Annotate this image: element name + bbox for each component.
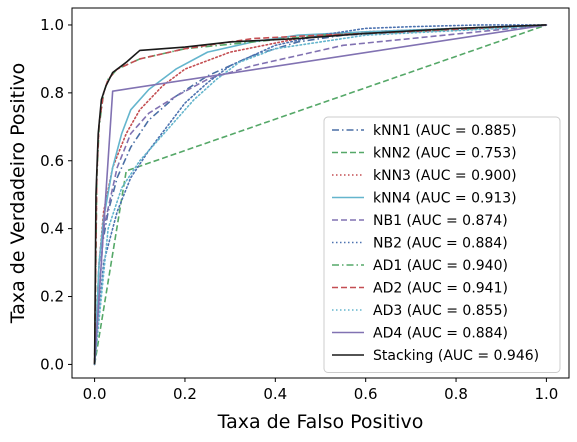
series-line-5 [93,24,547,365]
x-tick-label: 0.8 [444,385,468,403]
y-tick-label: 0.4 [40,220,64,238]
x-tick-label: 0.2 [173,385,197,403]
y-tick-label: 0.8 [40,84,64,102]
legend-label: Stacking (AUC = 0.946) [373,348,539,364]
y-tick-label: 0.2 [40,288,64,306]
y-axis-label: Taxa de Verdadeiro Positivo [7,63,29,324]
legend-label: AD2 (AUC = 0.941) [373,281,508,297]
series-line-11 [93,24,547,365]
y-tick-label: 0.0 [40,355,64,373]
x-tick-label: 0.0 [83,385,107,403]
legend-label: AD4 (AUC = 0.884) [373,326,508,342]
legend-label: kNN1 (AUC = 0.885) [373,123,517,139]
legend: kNN1 (AUC = 0.885) kNN2 (AUC = 0.753) kNN3… [323,116,561,373]
ticks-layer: 0.0 0.2 0.4 0.6 0.8 1.0 0.0 0.2 0.4 0.6 0.8 1.0 [40,16,558,403]
x-axis-label: Taxa de Falso Positivo [217,411,424,433]
legend-label: NB1 (AUC = 0.874) [373,213,508,229]
legend-label: kNN3 (AUC = 0.900) [373,168,517,184]
series-line-8 [93,24,547,365]
series-layer [93,24,548,366]
y-tick-label: 1.0 [40,16,64,34]
x-tick-label: 1.0 [534,385,558,403]
series-line-2 [93,24,547,365]
legend-label: AD1 (AUC = 0.940) [373,258,508,274]
x-tick-label: 0.6 [354,385,378,403]
series-line-9 [93,24,548,366]
x-tick-label: 0.4 [263,385,287,403]
legend-label: NB2 (AUC = 0.884) [373,236,508,252]
series-line-10 [93,24,547,365]
legend-label: kNN2 (AUC = 0.753) [373,146,517,162]
legend-label: kNN4 (AUC = 0.913) [373,191,517,207]
plot-frame [71,7,570,379]
legend-box [323,116,561,373]
y-tick-label: 0.6 [40,152,64,170]
legend-label: AD3 (AUC = 0.855) [373,303,508,319]
series-line-6 [93,24,548,366]
